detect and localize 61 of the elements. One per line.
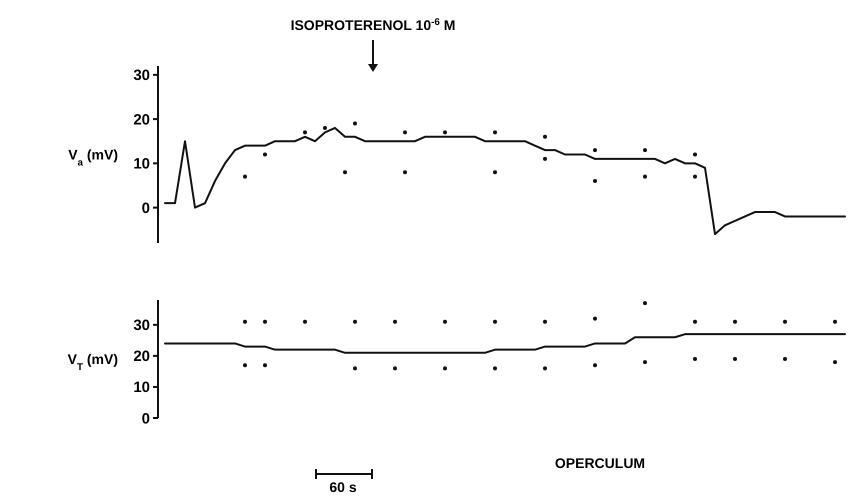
point xyxy=(643,301,647,306)
y-tick-label: 20 xyxy=(133,348,150,366)
point xyxy=(443,366,447,370)
point xyxy=(643,174,647,179)
point xyxy=(353,320,357,324)
point xyxy=(353,122,357,126)
point xyxy=(393,366,397,370)
point xyxy=(593,148,597,152)
point xyxy=(443,130,447,134)
y-axis-title: V$_{T}$ (mV) xyxy=(68,350,118,372)
point xyxy=(543,134,547,139)
point xyxy=(443,320,447,324)
point xyxy=(403,130,407,134)
point xyxy=(543,156,547,161)
point xyxy=(783,357,787,361)
line-series xyxy=(164,126,846,236)
point xyxy=(643,148,647,152)
point xyxy=(303,320,307,324)
y-tick-label: 20 xyxy=(133,111,150,128)
point xyxy=(353,366,357,370)
point xyxy=(783,320,787,324)
y-tick-label: 10 xyxy=(133,156,150,173)
point xyxy=(543,366,547,370)
point xyxy=(263,152,267,156)
point xyxy=(493,320,497,324)
point xyxy=(543,320,547,324)
point xyxy=(393,320,397,324)
point xyxy=(833,320,837,324)
point xyxy=(693,357,697,361)
point xyxy=(833,360,837,364)
point xyxy=(263,320,267,324)
text: ISOPROTERENOL 10$^{-6}$ M xyxy=(290,16,456,33)
point xyxy=(733,357,737,361)
point xyxy=(593,179,597,184)
line-series xyxy=(164,333,846,354)
y-tick-label: 0 xyxy=(142,410,150,428)
point xyxy=(343,170,347,174)
point xyxy=(643,360,647,364)
text: OPERCULUM xyxy=(554,455,646,471)
point xyxy=(593,363,597,368)
point xyxy=(693,174,697,179)
point xyxy=(693,320,697,324)
point xyxy=(493,130,497,134)
point xyxy=(243,363,247,368)
y-tick-label: 0 xyxy=(142,200,150,217)
point xyxy=(303,130,307,134)
point xyxy=(263,363,267,368)
point xyxy=(693,152,697,156)
point xyxy=(493,170,497,174)
text: 60 s xyxy=(329,479,357,495)
y-tick-label: 10 xyxy=(133,379,150,396)
point xyxy=(733,320,737,324)
point xyxy=(323,126,327,130)
point xyxy=(243,320,247,324)
y-tick-label: 30 xyxy=(133,67,150,84)
point xyxy=(593,316,597,321)
point xyxy=(493,366,497,370)
y-tick-label: 30 xyxy=(133,317,150,334)
point xyxy=(403,170,407,174)
y-axis-title: V$_{a}$ (mV) xyxy=(68,146,118,168)
point xyxy=(243,174,247,179)
